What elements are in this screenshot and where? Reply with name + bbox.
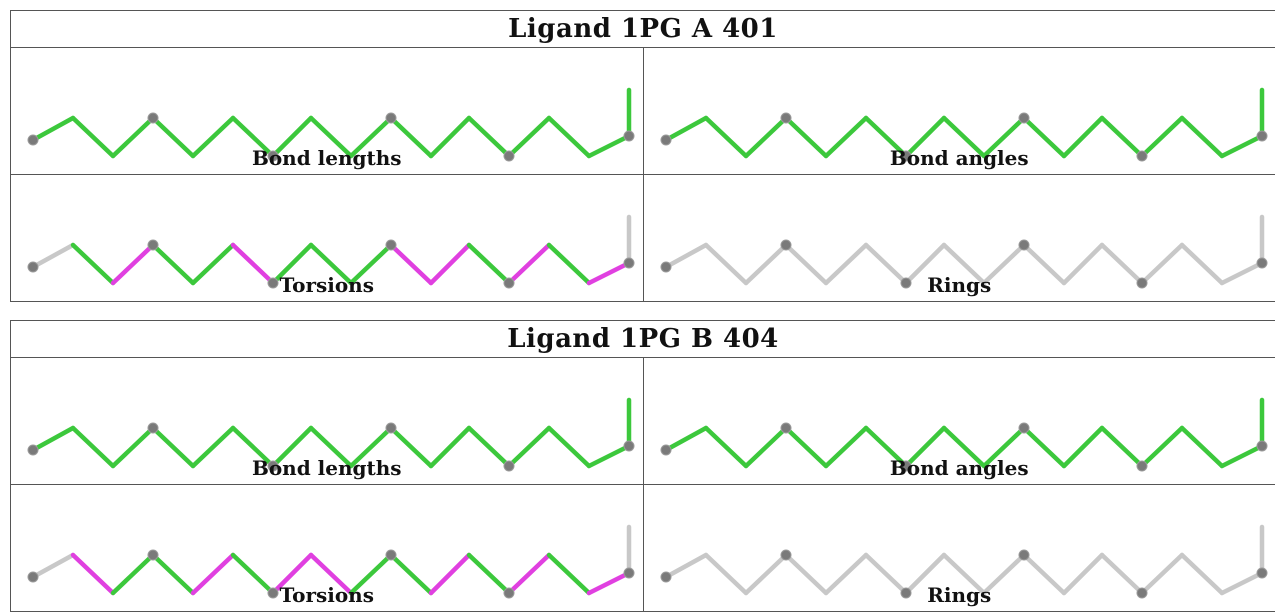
atom [1257, 131, 1267, 141]
ligand-title: Ligand 1PG B 404 [11, 321, 1275, 358]
atom [1257, 568, 1267, 578]
panel-bond-angles: Bond angles [643, 358, 1275, 485]
atom [624, 568, 634, 578]
bond [33, 555, 73, 577]
panel-label: Bond angles [644, 146, 1275, 170]
atom [1257, 258, 1267, 268]
atom [148, 240, 158, 250]
bond [33, 118, 73, 140]
atom [1019, 550, 1029, 560]
bond [33, 428, 73, 450]
panel-label: Rings [644, 583, 1275, 607]
atom [781, 550, 791, 560]
panel-label: Torsions [11, 273, 643, 297]
panel-label: Bond lengths [11, 456, 643, 480]
ligand-title: Ligand 1PG A 401 [11, 11, 1275, 48]
atom [386, 113, 396, 123]
atom [148, 113, 158, 123]
atom [781, 113, 791, 123]
panel-label: Torsions [11, 583, 643, 607]
atom [28, 262, 38, 272]
atom [781, 240, 791, 250]
atom [28, 445, 38, 455]
atom [1019, 240, 1029, 250]
atom [661, 445, 671, 455]
panel-bond-angles: Bond angles [643, 48, 1275, 175]
atom [781, 423, 791, 433]
panel-label: Bond lengths [11, 146, 643, 170]
atom [386, 423, 396, 433]
panel-label: Rings [644, 273, 1275, 297]
bond [666, 555, 706, 577]
atom [386, 240, 396, 250]
panel-torsions: Torsions [11, 175, 644, 302]
atom [661, 572, 671, 582]
atom [148, 423, 158, 433]
ligand-table-2: Ligand 1PG B 404 Bond lengths Bond angle… [10, 320, 1275, 612]
panel-rings: Rings [643, 485, 1275, 612]
atom [386, 550, 396, 560]
bond [666, 428, 706, 450]
atom [661, 262, 671, 272]
atom [28, 135, 38, 145]
atom [624, 258, 634, 268]
atom [1257, 441, 1267, 451]
ligand-table-1: Ligand 1PG A 401 Bond lengths Bond angle… [10, 10, 1275, 302]
panel-bond-lengths: Bond lengths [11, 358, 644, 485]
bond [33, 245, 73, 267]
panel-torsions: Torsions [11, 485, 644, 612]
atom [148, 550, 158, 560]
atom [661, 135, 671, 145]
panel-bond-lengths: Bond lengths [11, 48, 644, 175]
bond [666, 245, 706, 267]
panel-rings: Rings [643, 175, 1275, 302]
bond [666, 118, 706, 140]
atom [28, 572, 38, 582]
atom [624, 131, 634, 141]
panel-label: Bond angles [644, 456, 1275, 480]
atom [1019, 113, 1029, 123]
atom [1019, 423, 1029, 433]
atom [624, 441, 634, 451]
